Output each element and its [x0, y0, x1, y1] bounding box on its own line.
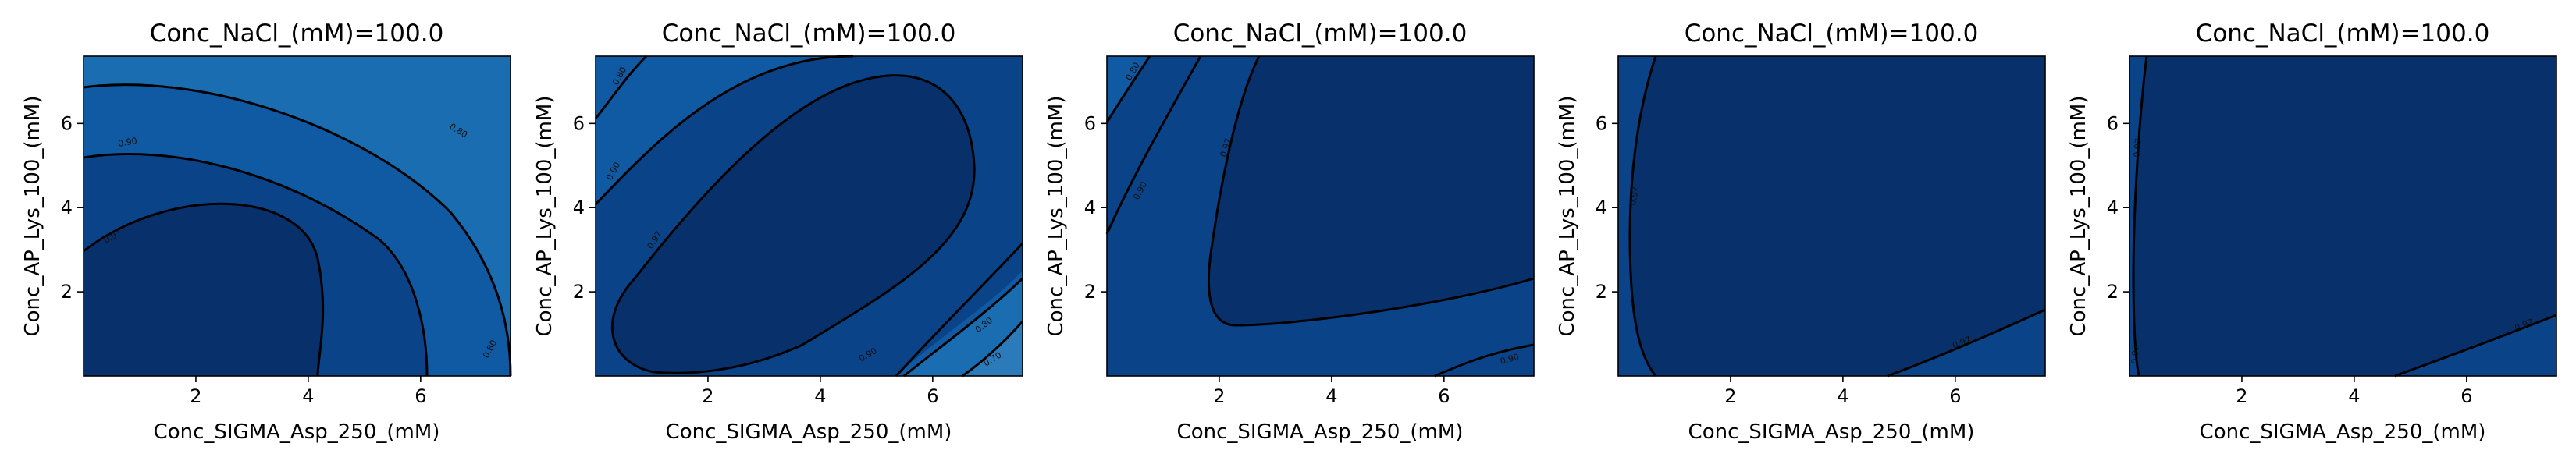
contour-line-090	[1105, 55, 1202, 235]
contour-line-080	[83, 83, 512, 377]
x-axis-label: Conc_SIGMA_Asp_250_(mM)	[1177, 420, 1464, 444]
contour-line-097	[83, 202, 325, 377]
plot-frame	[595, 55, 1023, 377]
contour-line-070	[962, 321, 1024, 378]
plot-frame	[83, 55, 511, 377]
chart-title: Conc_NaCl_(mM)=100.0	[1685, 20, 1979, 48]
contour-region-peak	[2129, 56, 2556, 376]
contour-line-090	[895, 242, 1024, 378]
contour-line-097	[611, 74, 976, 374]
contour-line-090	[594, 55, 854, 206]
contour-region-bottom-right	[2395, 315, 2556, 376]
contour-region-left	[1618, 56, 1656, 376]
contour-region-lowest	[962, 321, 1023, 376]
contour-region-bottom-right	[1888, 310, 2045, 376]
y-tick-label: 6	[61, 112, 73, 134]
x-tick-label: 2	[1724, 385, 1736, 407]
contour-region-left	[2129, 56, 2147, 376]
x-tick-label: 2	[2236, 385, 2247, 407]
y-tick-label: 2	[1084, 281, 1096, 303]
contour-line-097	[2394, 314, 2557, 378]
contour-region-corner	[1107, 56, 1150, 122]
y-tick-label: 4	[573, 197, 585, 218]
y-tick-label: 2	[1596, 281, 1607, 303]
plot-frame	[2129, 55, 2557, 377]
contour-line-080	[903, 277, 1024, 378]
x-tick-label: 6	[1438, 385, 1450, 407]
x-axis-label: Conc_SIGMA_Asp_250_(mM)	[1688, 420, 1975, 444]
x-axis-label: Conc_SIGMA_Asp_250_(mM)	[154, 420, 440, 444]
contour-label: 0.97	[2129, 345, 2141, 365]
y-tick-label: 4	[1084, 197, 1096, 218]
contour-label: 0.97	[2132, 138, 2144, 158]
contour-line-097	[1208, 55, 1535, 327]
contour-line-097	[1628, 55, 1657, 377]
x-tick-label: 2	[702, 385, 713, 407]
y-tick-label: 6	[1596, 112, 1607, 134]
x-tick-label: 4	[1325, 385, 1337, 407]
chart-title: Conc_NaCl_(mM)=100.0	[2196, 20, 2490, 48]
contour-label: 0.97	[1628, 186, 1641, 206]
x-tick-label: 4	[2348, 385, 2360, 407]
y-tick-label: 6	[1084, 112, 1096, 134]
chart-title: Conc_NaCl_(mM)=100.0	[150, 20, 444, 48]
contour-region-peak	[1618, 56, 2045, 376]
contour-line-080	[1105, 55, 1151, 123]
plot-frame	[1106, 55, 1535, 377]
contour-line-080	[594, 55, 648, 119]
contour-line-097	[1887, 308, 2046, 378]
x-tick-label: 4	[814, 385, 826, 407]
y-tick-label: 4	[61, 197, 73, 218]
x-tick-label: 2	[190, 385, 201, 407]
y-tick-label: 6	[2107, 112, 2119, 134]
x-tick-label: 6	[927, 385, 938, 407]
y-tick-label: 6	[573, 112, 585, 134]
contour-line-090	[1434, 343, 1535, 378]
chart-title: Conc_NaCl_(mM)=100.0	[662, 20, 956, 48]
x-tick-label: 6	[2460, 385, 2472, 407]
contour-label: 0.90	[1499, 352, 1520, 367]
y-axis-label: Conc_AP_Lys_100_(mM)	[533, 95, 557, 336]
y-axis-label: Conc_AP_Lys_100_(mM)	[1556, 95, 1579, 336]
contour-region-peak	[1208, 56, 1534, 325]
chart-title: Conc_NaCl_(mM)=100.0	[1173, 20, 1468, 48]
x-axis-label: Conc_SIGMA_Asp_250_(mM)	[2200, 420, 2486, 444]
y-tick-label: 2	[2107, 281, 2119, 303]
x-tick-label: 4	[1837, 385, 1848, 407]
x-tick-label: 2	[1213, 385, 1225, 407]
x-axis-label: Conc_SIGMA_Asp_250_(mM)	[666, 420, 952, 444]
contour-line-097	[2132, 55, 2148, 377]
plot-frame	[1617, 55, 2046, 377]
x-tick-label: 6	[415, 385, 426, 407]
y-tick-label: 2	[61, 281, 73, 303]
contour-region-peak	[612, 75, 975, 374]
y-tick-label: 2	[573, 281, 585, 303]
x-tick-label: 4	[302, 385, 314, 407]
y-axis-label: Conc_AP_Lys_100_(mM)	[2067, 95, 2090, 336]
contour-region-peak	[84, 204, 323, 376]
contour-label: 0.90	[117, 136, 137, 149]
contour-line-090	[83, 153, 429, 377]
y-axis-label: Conc_AP_Lys_100_(mM)	[1044, 95, 1068, 336]
y-tick-label: 4	[2107, 197, 2119, 218]
y-axis-label: Conc_AP_Lys_100_(mM)	[21, 95, 44, 336]
x-tick-label: 6	[1949, 385, 1961, 407]
contour-region-corner	[596, 56, 646, 119]
y-tick-label: 4	[1596, 197, 1607, 218]
